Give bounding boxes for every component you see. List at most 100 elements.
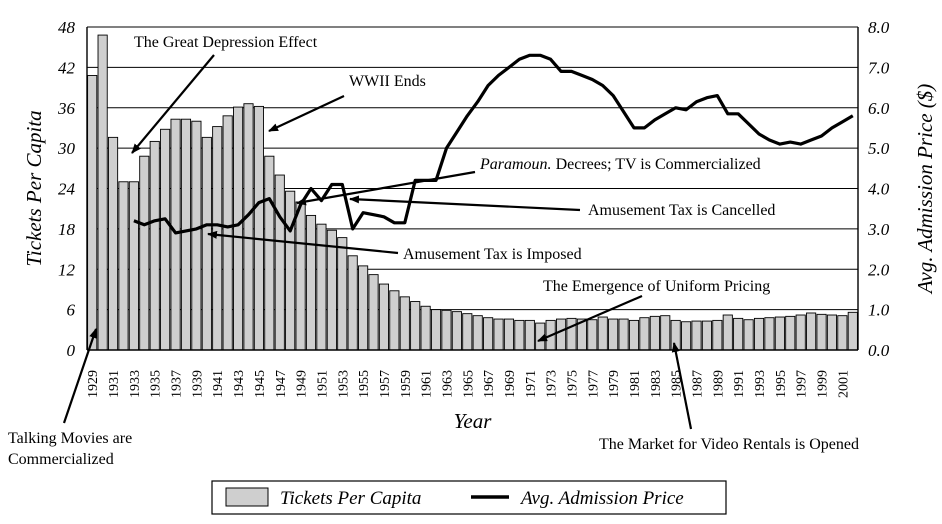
bar — [743, 319, 754, 351]
bar — [608, 318, 619, 351]
y-tick-label-left: 6 — [67, 301, 76, 320]
bar — [420, 305, 431, 351]
bar — [649, 315, 660, 351]
annotation-talking-movies-line1: Talking Movies are — [8, 430, 132, 447]
bar — [274, 174, 285, 351]
y-axis-title-left: Tickets Per Capita — [22, 110, 46, 266]
annotation-arrow — [268, 95, 345, 132]
x-tick-label: 1973 — [545, 370, 560, 398]
x-axis-title: Year — [454, 409, 493, 433]
annotation-arrow — [62, 328, 98, 424]
bar — [618, 318, 629, 351]
bar — [358, 265, 369, 351]
bar — [118, 181, 129, 351]
bar — [660, 315, 671, 351]
y-tick-label-right: 7.0 — [868, 58, 890, 77]
axes — [86, 27, 859, 351]
bar — [670, 319, 681, 351]
y-tick-label-right: 2.0 — [868, 260, 890, 279]
bar — [556, 318, 567, 351]
bar — [264, 155, 275, 351]
annotation-arrow — [296, 170, 476, 206]
bar — [128, 181, 139, 351]
x-tick-label: 1987 — [691, 370, 706, 398]
bar — [816, 313, 827, 351]
bar — [712, 319, 723, 351]
x-tick-label: 1953 — [336, 370, 351, 398]
bar — [170, 118, 181, 351]
bar — [681, 321, 692, 351]
y-tick-label-left: 42 — [58, 58, 76, 77]
x-tick-label: 1995 — [774, 370, 789, 398]
bar — [139, 155, 150, 351]
x-tick-label: 2001 — [836, 370, 851, 398]
bar — [753, 317, 765, 351]
y-tick-label-left: 24 — [58, 180, 76, 199]
bar — [847, 311, 858, 351]
y-tick-label-right: 3.0 — [867, 220, 890, 239]
y-tick-label-right: 1.0 — [868, 301, 890, 320]
price-line-group — [133, 53, 854, 235]
bar — [201, 136, 212, 351]
bar — [316, 223, 327, 351]
annotation-great-depression: The Great Depression Effect — [134, 34, 318, 51]
y-tick-label-right: 6.0 — [868, 99, 890, 118]
x-tick-label: 1989 — [711, 370, 726, 398]
bar — [243, 103, 254, 351]
y-tick-label-left: 18 — [58, 220, 76, 239]
x-tick-label: 1999 — [816, 370, 831, 398]
y-tick-label-left: 0 — [67, 341, 76, 360]
bar — [107, 136, 119, 351]
annotation-tax-imposed: Amusement Tax is Imposed — [403, 246, 582, 263]
annotation-wwii-ends: WWII Ends — [349, 73, 426, 90]
x-tick-label: 1941 — [211, 370, 226, 398]
y-tick-label-left: 12 — [58, 260, 76, 279]
legend-label-price: Avg. Admission Price — [519, 488, 684, 509]
x-tick-label: 1997 — [795, 370, 810, 398]
bar — [597, 316, 608, 351]
x-tick-label: 1959 — [399, 370, 414, 398]
bar — [514, 319, 525, 351]
x-tick-label: 1965 — [461, 370, 476, 398]
x-tick-label: 1947 — [274, 370, 289, 398]
annotations: The Great Depression Effect WWII Ends Para… — [8, 34, 859, 468]
x-tick-label: 1983 — [649, 370, 664, 398]
x-tick-label: 1949 — [295, 370, 310, 398]
y-tick-label-left: 30 — [57, 139, 76, 158]
annotation-talking-movies-line2: Commercialized — [8, 451, 114, 468]
x-tick-label: 1977 — [586, 370, 601, 398]
bar — [733, 317, 744, 351]
bar — [97, 34, 108, 351]
x-tick-label: 1955 — [357, 370, 372, 398]
x-tick-label: 1929 — [86, 370, 101, 398]
annotation-paramount-italic: Paramoun. — [479, 156, 556, 173]
bar — [774, 316, 785, 351]
bar — [253, 105, 264, 351]
bar — [483, 317, 494, 351]
bar — [337, 237, 348, 351]
annotation-arrow — [537, 294, 643, 343]
bar — [472, 315, 483, 351]
annotation-paramount-decrees: Paramoun. Decrees; TV is Commercialized — [479, 156, 761, 173]
x-tick-label: 1981 — [628, 370, 643, 398]
bar — [441, 309, 452, 351]
y-tick-label-right: 8.0 — [868, 18, 890, 37]
bar — [430, 309, 442, 351]
x-tick-label: 1945 — [253, 370, 268, 398]
annotation-arrow — [349, 195, 581, 212]
legend-box — [211, 480, 727, 515]
x-tick-label: 1931 — [107, 370, 122, 398]
bar — [368, 274, 379, 351]
x-tick-label: 1957 — [378, 370, 393, 398]
bar — [691, 320, 702, 351]
x-tick-label: 1951 — [315, 370, 330, 398]
bar — [566, 317, 577, 351]
bar — [399, 296, 410, 351]
y-tick-label-left: 36 — [57, 99, 76, 118]
bar — [837, 315, 848, 351]
y-tick-label-right: 0.0 — [868, 341, 890, 360]
bar — [524, 319, 535, 351]
bar — [806, 312, 817, 351]
annotation-arrow — [131, 54, 215, 154]
bar — [701, 320, 712, 351]
